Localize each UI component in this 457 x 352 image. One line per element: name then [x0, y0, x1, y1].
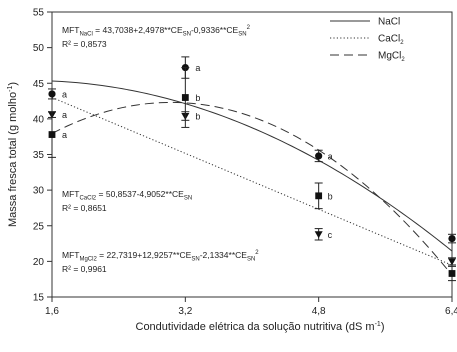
point-label: a — [62, 110, 67, 120]
x-tick-label: 3,2 — [178, 306, 192, 317]
y-tick-label: 15 — [33, 293, 45, 304]
point-label: a — [62, 89, 67, 99]
legend-label: NaCl — [378, 17, 400, 28]
y-tick-label: 40 — [33, 114, 45, 125]
x-tick-label: 1,6 — [45, 306, 59, 317]
fit-curve — [51, 80, 453, 252]
data-point — [448, 270, 456, 277]
axes: 15 20 25 30 35 40 45 50 55 1,6 3,2 4,8 6,4 Condutivid… — [7, 8, 457, 334]
x-tick-label: 6,4 — [445, 306, 457, 317]
x-tick-label: 4,8 — [312, 306, 326, 317]
data-point — [48, 90, 56, 98]
y-tick-label: 45 — [33, 79, 45, 90]
y-axis-label: Massa fresca total (g molho-1) — [7, 82, 19, 227]
point-label: b — [328, 191, 333, 201]
y-tick-label: 50 — [33, 43, 45, 54]
point-label: b — [195, 93, 200, 103]
point-label: a — [195, 63, 200, 73]
r-squared-text: R² = 0,8651 — [62, 203, 107, 213]
fit-curve — [51, 96, 453, 266]
r-squared-text: R² = 0,8573 — [62, 39, 107, 49]
regression-equations: MFTNaCl = 43,7038+2,4978**CESN-0,9336**C… — [62, 25, 259, 274]
fit-curve — [51, 101, 453, 276]
data-point — [48, 131, 56, 138]
point-label: a — [62, 130, 67, 140]
y-tick-label: 20 — [33, 257, 45, 268]
equation-text: MFTCaCl2 = 50,8537-4,9052**CESN — [62, 189, 192, 202]
data-points: aaaaabcbabbb — [48, 56, 456, 282]
data-point — [448, 258, 456, 266]
data-point — [314, 231, 323, 239]
x-axis-label: Condutividade elétrica da solução nutrit… — [136, 321, 385, 333]
legend: NaCl CaCl2 MgCl2 — [330, 17, 405, 64]
data-point — [315, 192, 323, 200]
y-tick-label: 55 — [33, 8, 45, 19]
r-squared-text: R² = 0,9961 — [62, 264, 107, 274]
y-tick-label: 35 — [33, 150, 45, 161]
legend-label: MgCl2 — [378, 51, 405, 64]
y-tick-label: 30 — [33, 186, 45, 197]
data-point — [181, 94, 189, 101]
equation-text: MFTNaCl = 43,7038+2,4978**CESN-0,9336**C… — [62, 25, 251, 38]
y-tick-label: 25 — [33, 221, 45, 232]
data-point — [448, 234, 456, 243]
equation-text: MFTMgCl2 = 22,7319+12,9257**CESN-2,1334*… — [62, 250, 259, 263]
legend-label: CaCl2 — [378, 34, 404, 47]
point-label: b — [195, 112, 200, 122]
data-point — [315, 152, 323, 160]
point-label: a — [328, 151, 333, 161]
fit-curves — [51, 80, 453, 276]
point-label: c — [328, 230, 333, 240]
